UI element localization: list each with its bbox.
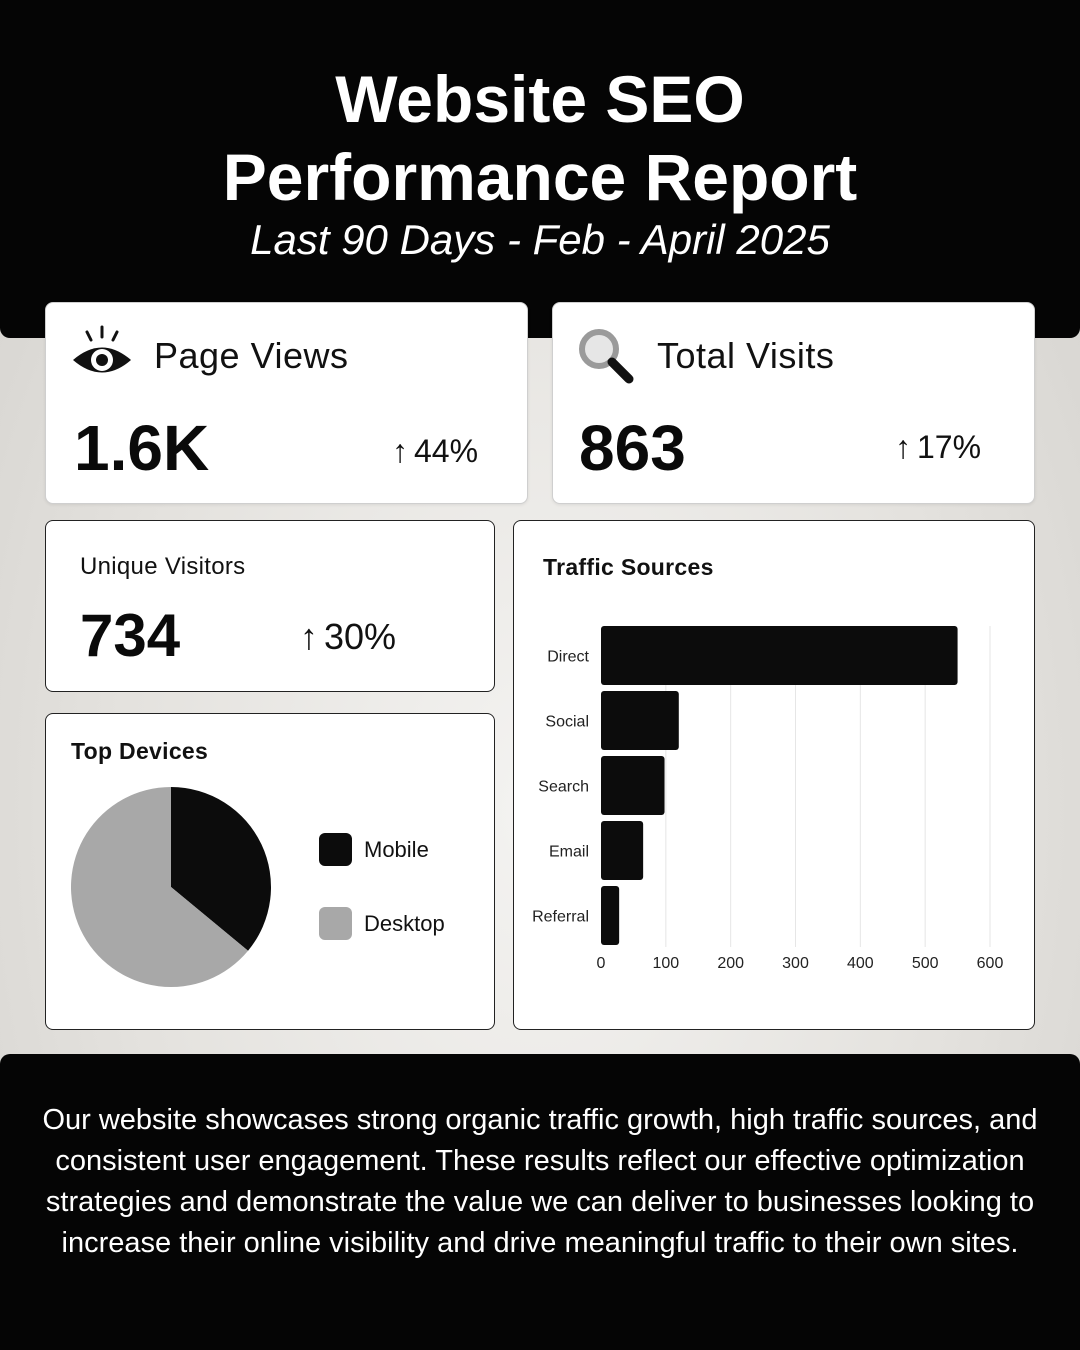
traffic-sources-card: Traffic Sources Direct Social Search Email R…: [513, 520, 1035, 1030]
unique-visitors-value: 734: [80, 602, 181, 669]
x-tick-label: 200: [717, 955, 744, 972]
unique-visitors-change: ↑ 30%: [300, 617, 396, 657]
page-views-card: Page Views 1.6K ↑ 44%: [45, 302, 528, 504]
traffic-sources-bar-chart: Direct Social Search Email Referral 0 100 200 30…: [532, 626, 1004, 972]
total-visits-card: Total Visits 863 ↑ 17%: [552, 302, 1035, 504]
category-label-search: Search: [538, 779, 589, 796]
category-label-email: Email: [549, 844, 589, 861]
legend-item-mobile: Mobile: [319, 833, 429, 866]
bar-search: [601, 756, 665, 815]
x-tick-label: 100: [652, 955, 679, 972]
footer-banner: Our website showcases strong organic tra…: [0, 1054, 1080, 1350]
pie-slice-desktop: [70, 787, 249, 987]
top-devices-title: Top Devices: [71, 738, 209, 764]
page-views-change-value: 44%: [414, 433, 479, 469]
bar-social: [601, 691, 679, 750]
total-visits-value: 863: [579, 412, 686, 484]
legend-label-mobile: Mobile: [364, 836, 429, 862]
legend-swatch-desktop: [319, 907, 352, 940]
report-title-line1: Website SEO: [335, 62, 745, 136]
x-tick-label: 0: [597, 955, 606, 972]
arrow-up-icon: ↑: [895, 429, 911, 465]
category-label-direct: Direct: [547, 649, 589, 666]
traffic-sources-title: Traffic Sources: [543, 554, 714, 580]
page-views-label: Page Views: [154, 335, 349, 376]
top-devices-card: Top Devices Mobile Desktop: [45, 713, 495, 1030]
summary-text: Our website showcases strong organic tra…: [42, 1104, 1038, 1259]
unique-visitors-change-value: 30%: [324, 616, 397, 657]
legend-item-desktop: Desktop: [319, 907, 445, 940]
total-visits-label: Total Visits: [657, 335, 835, 376]
x-tick-label: 600: [977, 955, 1004, 972]
page-views-change: ↑ 44%: [392, 431, 478, 471]
x-tick-label: 300: [782, 955, 809, 972]
search-icon: [579, 329, 634, 384]
x-tick-label: 400: [847, 955, 874, 972]
header-banner: Website SEO Performance Report Last 90 D…: [0, 0, 1080, 338]
report-date-range: Last 90 Days - Feb - April 2025: [250, 216, 830, 263]
legend-swatch-mobile: [319, 833, 352, 866]
unique-visitors-label: Unique Visitors: [80, 553, 246, 580]
category-label-social: Social: [545, 714, 589, 731]
bar-email: [601, 821, 644, 880]
report-title-line2: Performance Report: [222, 140, 858, 214]
total-visits-change: ↑ 17%: [895, 427, 981, 467]
device-pie-chart: [70, 787, 271, 987]
arrow-up-icon: ↑: [392, 433, 408, 469]
arrow-up-icon: ↑: [300, 616, 318, 657]
bar-referral: [601, 886, 620, 945]
bar-direct: [601, 626, 958, 685]
legend-label-desktop: Desktop: [364, 910, 445, 936]
x-tick-label: 500: [912, 955, 939, 972]
pie-slice-mobile: [171, 787, 271, 951]
unique-visitors-card: Unique Visitors 734 ↑ 30%: [45, 520, 495, 692]
total-visits-change-value: 17%: [917, 429, 982, 465]
category-label-referral: Referral: [532, 909, 589, 926]
eye-icon: [73, 325, 131, 373]
page-views-value: 1.6K: [74, 412, 210, 484]
